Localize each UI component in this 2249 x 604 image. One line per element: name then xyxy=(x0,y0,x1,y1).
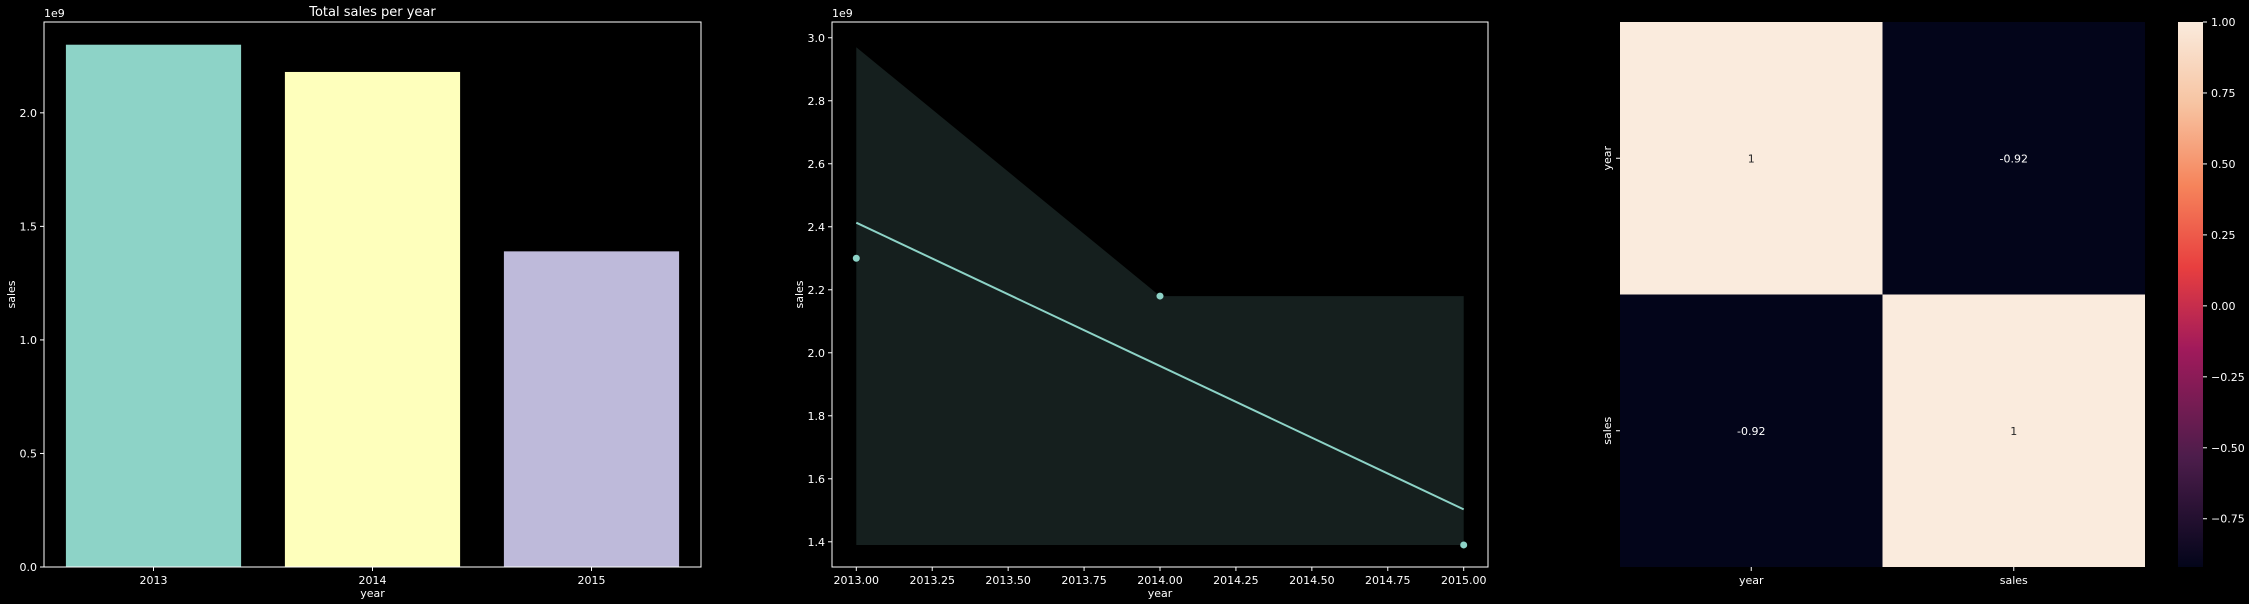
x-tick-label: 2013.75 xyxy=(1061,574,1107,587)
x-tick-label: 2015.00 xyxy=(1441,574,1487,587)
x-tick-label: 2014.00 xyxy=(1137,574,1183,587)
colorbar-tick-label: 1.00 xyxy=(2211,16,2236,29)
heatmap-cell-sales-sales xyxy=(1882,294,2145,567)
x-tick-label: 2013.25 xyxy=(909,574,955,587)
heatmap-cell-year-year xyxy=(1620,22,1883,295)
y-tick-label: 1.5 xyxy=(20,220,38,233)
x-tick-label: 2013.00 xyxy=(834,574,880,587)
x-axis-label: year xyxy=(1148,587,1173,600)
bar-2015 xyxy=(503,251,680,567)
heatmap-cell-label: -0.92 xyxy=(1737,425,1765,438)
y-tick-label: 1.8 xyxy=(808,410,826,423)
heatmap-cell-label: 1 xyxy=(2010,425,2017,438)
colorbar-tick-label: 0.00 xyxy=(2211,300,2236,313)
x-tick-label: 2013.50 xyxy=(985,574,1031,587)
heatmap-cell-sales-year xyxy=(1620,294,1883,567)
heatmap-cell-year-sales xyxy=(1882,22,2145,295)
y-tick-label: 0.0 xyxy=(20,561,38,574)
x-tick-label: 2015 xyxy=(578,574,606,587)
y-tick-label: 2.4 xyxy=(808,221,826,234)
heatmap-cell-label: -0.92 xyxy=(2000,152,2028,165)
y-tick-label: sales xyxy=(1601,416,1614,444)
y-tick-label: 0.5 xyxy=(20,447,38,460)
x-tick-label: year xyxy=(1739,574,1764,587)
x-tick-label: 2014.50 xyxy=(1289,574,1335,587)
x-axis-label: year xyxy=(360,587,385,600)
y-tick-label: 1.0 xyxy=(20,334,38,347)
x-tick-label: sales xyxy=(2000,574,2028,587)
colorbar-tick-label: −0.75 xyxy=(2211,513,2245,526)
colorbar-tick-label: 0.50 xyxy=(2211,158,2236,171)
bar-chart-panel: 2013 2014 2015 0.0 0.5 1.0 1.5 2.0 1e9 Total sale… xyxy=(5,5,702,600)
y-tick-label: 2.0 xyxy=(808,347,826,360)
x-tick-label: 2014.25 xyxy=(1213,574,1259,587)
y-offset-label: 1e9 xyxy=(832,7,853,20)
x-tick-label: 2013 xyxy=(140,574,168,587)
y-axis-label: sales xyxy=(793,280,806,308)
bar-2013 xyxy=(65,44,242,568)
x-tick-label: 2014.75 xyxy=(1365,574,1411,587)
y-tick-label: 1.4 xyxy=(808,536,826,549)
bar-2014 xyxy=(284,71,461,567)
colorbar-tick-label: −0.50 xyxy=(2211,442,2245,455)
y-tick-label: 2.8 xyxy=(808,95,826,108)
y-tick-label: 3.0 xyxy=(808,32,826,45)
y-tick-label: 2.2 xyxy=(808,284,826,297)
regression-chart-panel: 2013.00 2013.25 2013.50 2013.75 2014.00 2014.… xyxy=(793,7,1489,600)
y-tick-label: year xyxy=(1601,146,1614,171)
y-tick-label: 2.6 xyxy=(808,158,826,171)
heatmap-panel: 1 -0.92 -0.92 1 year sales year sales −0.75 −0.50… xyxy=(1601,16,2245,587)
scatter-point xyxy=(1156,292,1164,300)
y-tick-label: 2.0 xyxy=(20,107,38,120)
y-axis-label: sales xyxy=(5,280,18,308)
y-offset-label: 1e9 xyxy=(44,7,65,20)
heatmap-cell-label: 1 xyxy=(1748,152,1755,165)
colorbar-tick-label: 0.75 xyxy=(2211,87,2236,100)
y-tick-label: 1.6 xyxy=(808,473,826,486)
regression-line xyxy=(855,221,1465,511)
colorbar-tick-label: 0.25 xyxy=(2211,229,2236,242)
colorbar xyxy=(2178,22,2203,567)
x-tick-label: 2014 xyxy=(359,574,387,587)
chart-title: Total sales per year xyxy=(308,5,436,20)
scatter-point xyxy=(852,254,860,262)
axes-frame xyxy=(43,21,702,568)
colorbar-tick-label: −0.25 xyxy=(2211,371,2245,384)
scatter-point xyxy=(1460,541,1468,549)
